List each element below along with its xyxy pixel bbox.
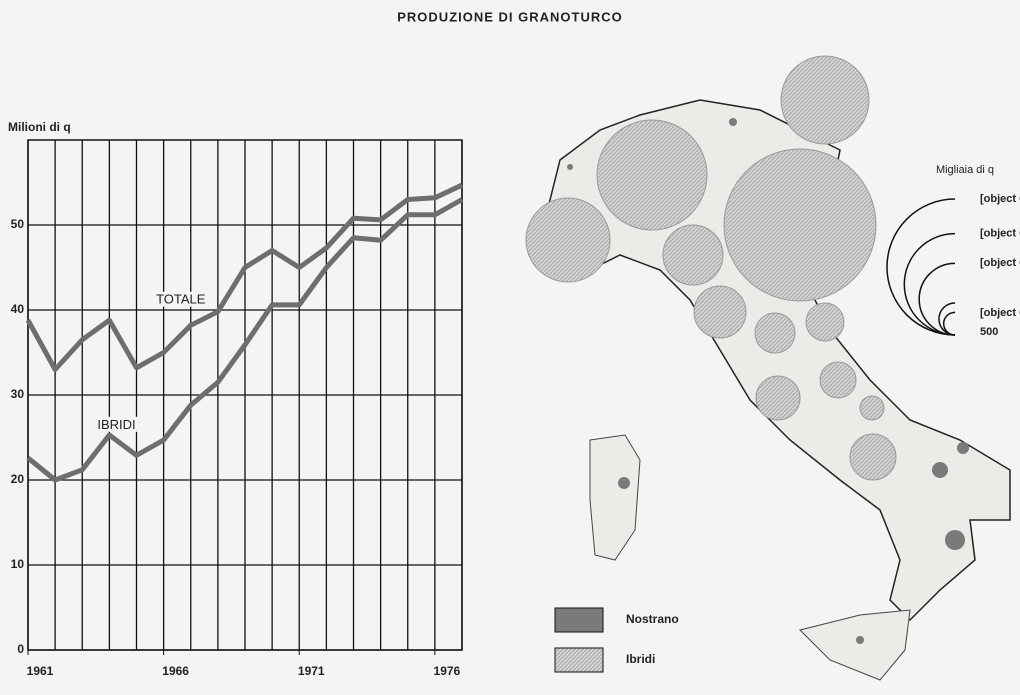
legend-swatch (554, 607, 604, 633)
size-legend-label: [object Object] (980, 307, 1020, 319)
label-bg (154, 291, 208, 307)
y-tick-label: 10 (11, 557, 25, 571)
series-line (26, 197, 464, 483)
x-tick-label: 1971 (298, 664, 325, 678)
series-label: TOTALE (156, 292, 206, 307)
y-tick-label: 0 (17, 642, 24, 656)
size-legend-label: [object Object] (980, 257, 1020, 269)
y-tick-label: 40 (11, 302, 25, 316)
size-legend-label: [object Object] (980, 228, 1020, 240)
size-legend-label: 500 (980, 326, 998, 338)
sicily (799, 609, 911, 681)
size-legend-arc (942, 311, 956, 336)
label-bg (95, 416, 138, 432)
legend-label: Nostrano (626, 612, 679, 626)
size-legend-arc (918, 262, 956, 336)
y-tick-label: 30 (11, 387, 25, 401)
size-legend-label: [object Object] (980, 193, 1020, 205)
x-tick-label: 1976 (434, 664, 461, 678)
size-legend-arc (886, 198, 956, 336)
series-line (25, 182, 464, 372)
size-legend-title: Migliaia di q (936, 164, 994, 176)
map (525, 55, 1011, 681)
y-tick-label: 20 (11, 472, 25, 486)
y-axis-label: Milioni di q (8, 120, 71, 134)
sardinia (589, 434, 641, 561)
x-tick-label: 1961 (27, 664, 54, 678)
size-legend-arc (938, 302, 956, 336)
legend-swatch (554, 647, 604, 673)
series-label: IBRIDI (97, 417, 135, 432)
size-legend-arc (903, 232, 956, 336)
chart-title: PRODUZIONE DI GRANOTURCO (397, 9, 623, 24)
x-tick-label: 1966 (162, 664, 189, 678)
y-tick-label: 50 (11, 217, 25, 231)
legend-label: Ibridi (626, 652, 655, 666)
